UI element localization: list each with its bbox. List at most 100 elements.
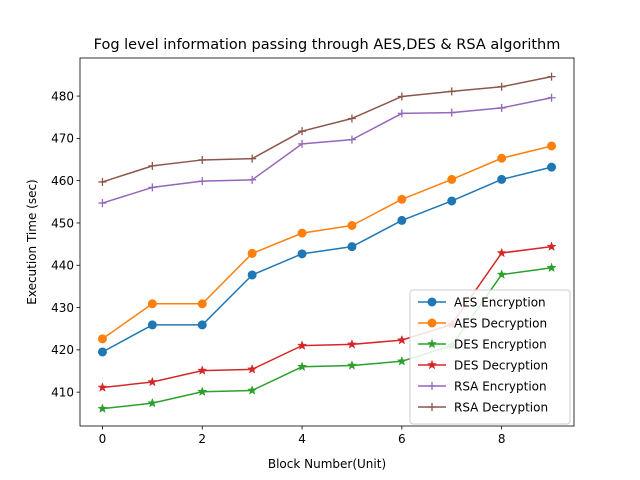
data-point-rsa-decryption-3 bbox=[248, 154, 257, 163]
data-point-aes-encryption-5 bbox=[347, 242, 357, 252]
y-tick-label: 410 bbox=[51, 385, 74, 399]
data-point-des-decryption-6 bbox=[396, 334, 407, 345]
series-line-rsa-decryption bbox=[102, 75, 552, 183]
data-point-aes-decryption-4 bbox=[297, 228, 307, 238]
legend-label: RSA Encryption bbox=[454, 379, 547, 393]
x-tick-label: 2 bbox=[198, 432, 206, 446]
data-point-aes-encryption-1 bbox=[147, 320, 157, 330]
series-rsa-encryption bbox=[98, 93, 556, 208]
data-point-des-decryption-3 bbox=[247, 363, 258, 374]
series-line-des-decryption bbox=[102, 245, 552, 389]
data-point-des-decryption-0 bbox=[97, 382, 108, 392]
legend-item-aes-encryption: AES Encryption bbox=[418, 295, 546, 309]
data-point-des-encryption-3 bbox=[247, 385, 258, 395]
data-point-aes-encryption-4 bbox=[297, 249, 307, 259]
data-point-aes-encryption-8 bbox=[497, 174, 507, 184]
data-point-rsa-decryption-4 bbox=[298, 127, 307, 136]
legend-marker bbox=[427, 297, 437, 307]
y-tick-label: 420 bbox=[51, 343, 74, 357]
series-line-aes-encryption bbox=[102, 166, 552, 353]
data-point-rsa-encryption-0 bbox=[98, 199, 107, 208]
data-point-rsa-decryption-0 bbox=[98, 177, 107, 186]
data-point-aes-encryption-7 bbox=[447, 196, 457, 206]
data-point-rsa-encryption-5 bbox=[347, 135, 356, 144]
data-point-rsa-encryption-8 bbox=[497, 103, 506, 112]
legend-box bbox=[409, 289, 571, 425]
series-rsa-decryption bbox=[98, 72, 556, 186]
data-point-rsa-decryption-5 bbox=[347, 114, 356, 123]
data-point-des-decryption-5 bbox=[346, 339, 358, 349]
legend-item-des-encryption: DES Encryption bbox=[418, 337, 547, 351]
data-point-des-encryption-9 bbox=[546, 262, 557, 273]
data-point-aes-decryption-0 bbox=[97, 334, 107, 344]
legend-label: DES Encryption bbox=[454, 337, 547, 351]
data-point-des-encryption-2 bbox=[197, 386, 208, 397]
data-point-aes-decryption-9 bbox=[547, 141, 557, 151]
x-tick-label: 6 bbox=[398, 432, 406, 446]
data-point-aes-decryption-7 bbox=[447, 174, 457, 184]
series-aes-decryption bbox=[97, 141, 557, 344]
data-point-des-encryption-5 bbox=[346, 360, 358, 370]
data-point-aes-decryption-3 bbox=[247, 248, 257, 258]
data-point-rsa-decryption-8 bbox=[497, 82, 506, 91]
data-point-rsa-decryption-7 bbox=[447, 87, 456, 96]
y-tick-label: 450 bbox=[51, 216, 74, 230]
data-point-aes-decryption-1 bbox=[147, 299, 157, 309]
data-point-rsa-encryption-9 bbox=[547, 93, 556, 102]
data-point-aes-encryption-6 bbox=[397, 215, 407, 225]
series-aes-encryption bbox=[97, 162, 557, 357]
data-point-aes-decryption-2 bbox=[197, 299, 207, 309]
x-tick-label: 4 bbox=[298, 432, 306, 446]
data-point-aes-encryption-3 bbox=[247, 270, 257, 280]
legend-marker bbox=[426, 338, 438, 349]
legend-item-rsa-decryption: RSA Decryption bbox=[418, 400, 548, 414]
y-tick-label: 480 bbox=[51, 89, 74, 103]
legend-label: AES Decryption bbox=[454, 316, 547, 330]
data-point-rsa-encryption-2 bbox=[198, 177, 207, 186]
y-axis-label: Execution Time (sec) bbox=[25, 179, 39, 304]
data-point-aes-decryption-8 bbox=[497, 153, 507, 163]
legend-item-des-decryption: DES Decryption bbox=[418, 358, 548, 372]
series-line-rsa-encryption bbox=[102, 97, 552, 204]
data-point-des-encryption-1 bbox=[147, 397, 158, 408]
legend-label: DES Decryption bbox=[454, 358, 548, 372]
y-tick-label: 430 bbox=[51, 301, 74, 315]
legend-label: RSA Decryption bbox=[454, 400, 548, 414]
data-point-des-encryption-6 bbox=[396, 355, 407, 366]
data-point-aes-decryption-6 bbox=[397, 194, 407, 204]
data-point-aes-encryption-2 bbox=[197, 320, 207, 330]
data-point-rsa-encryption-1 bbox=[148, 183, 157, 192]
legend-item-aes-decryption: AES Decryption bbox=[418, 316, 547, 330]
data-point-rsa-decryption-6 bbox=[397, 92, 406, 101]
data-point-des-decryption-2 bbox=[197, 365, 208, 375]
data-point-des-encryption-8 bbox=[496, 269, 507, 279]
legend-marker bbox=[426, 359, 438, 370]
legend: AES Encryption AES Decryption DES Encrypti… bbox=[409, 289, 571, 425]
legend-item-rsa-encryption: RSA Encryption bbox=[418, 379, 547, 393]
legend-label: AES Encryption bbox=[454, 295, 546, 309]
data-point-rsa-decryption-9 bbox=[547, 72, 556, 81]
data-point-des-decryption-8 bbox=[496, 247, 507, 258]
data-point-rsa-decryption-1 bbox=[148, 161, 157, 170]
series-line-aes-decryption bbox=[102, 145, 552, 340]
data-point-aes-decryption-5 bbox=[347, 221, 357, 231]
plot-area: 0 2 4 6 8 410 420 430 440 450 460 470 480 bbox=[51, 57, 575, 446]
data-point-rsa-encryption-3 bbox=[248, 175, 257, 184]
y-tick-label: 460 bbox=[51, 174, 74, 188]
y-tick-label: 470 bbox=[51, 132, 74, 146]
data-point-rsa-encryption-4 bbox=[298, 139, 307, 148]
y-tick-label: 440 bbox=[51, 259, 74, 273]
data-point-rsa-encryption-6 bbox=[397, 109, 406, 118]
data-point-aes-encryption-0 bbox=[97, 347, 107, 357]
x-axis-label: Block Number(Unit) bbox=[268, 457, 386, 471]
data-point-des-decryption-1 bbox=[147, 376, 158, 387]
legend-marker bbox=[428, 403, 436, 411]
data-point-des-decryption-4 bbox=[296, 340, 308, 350]
plot-frame bbox=[79, 57, 575, 427]
chart-title: Fog level information passing through AE… bbox=[94, 37, 561, 53]
x-tick-label: 0 bbox=[99, 432, 107, 446]
x-tick-label: 8 bbox=[498, 432, 506, 446]
data-point-des-decryption-9 bbox=[546, 241, 557, 251]
data-point-rsa-encryption-7 bbox=[447, 108, 456, 117]
